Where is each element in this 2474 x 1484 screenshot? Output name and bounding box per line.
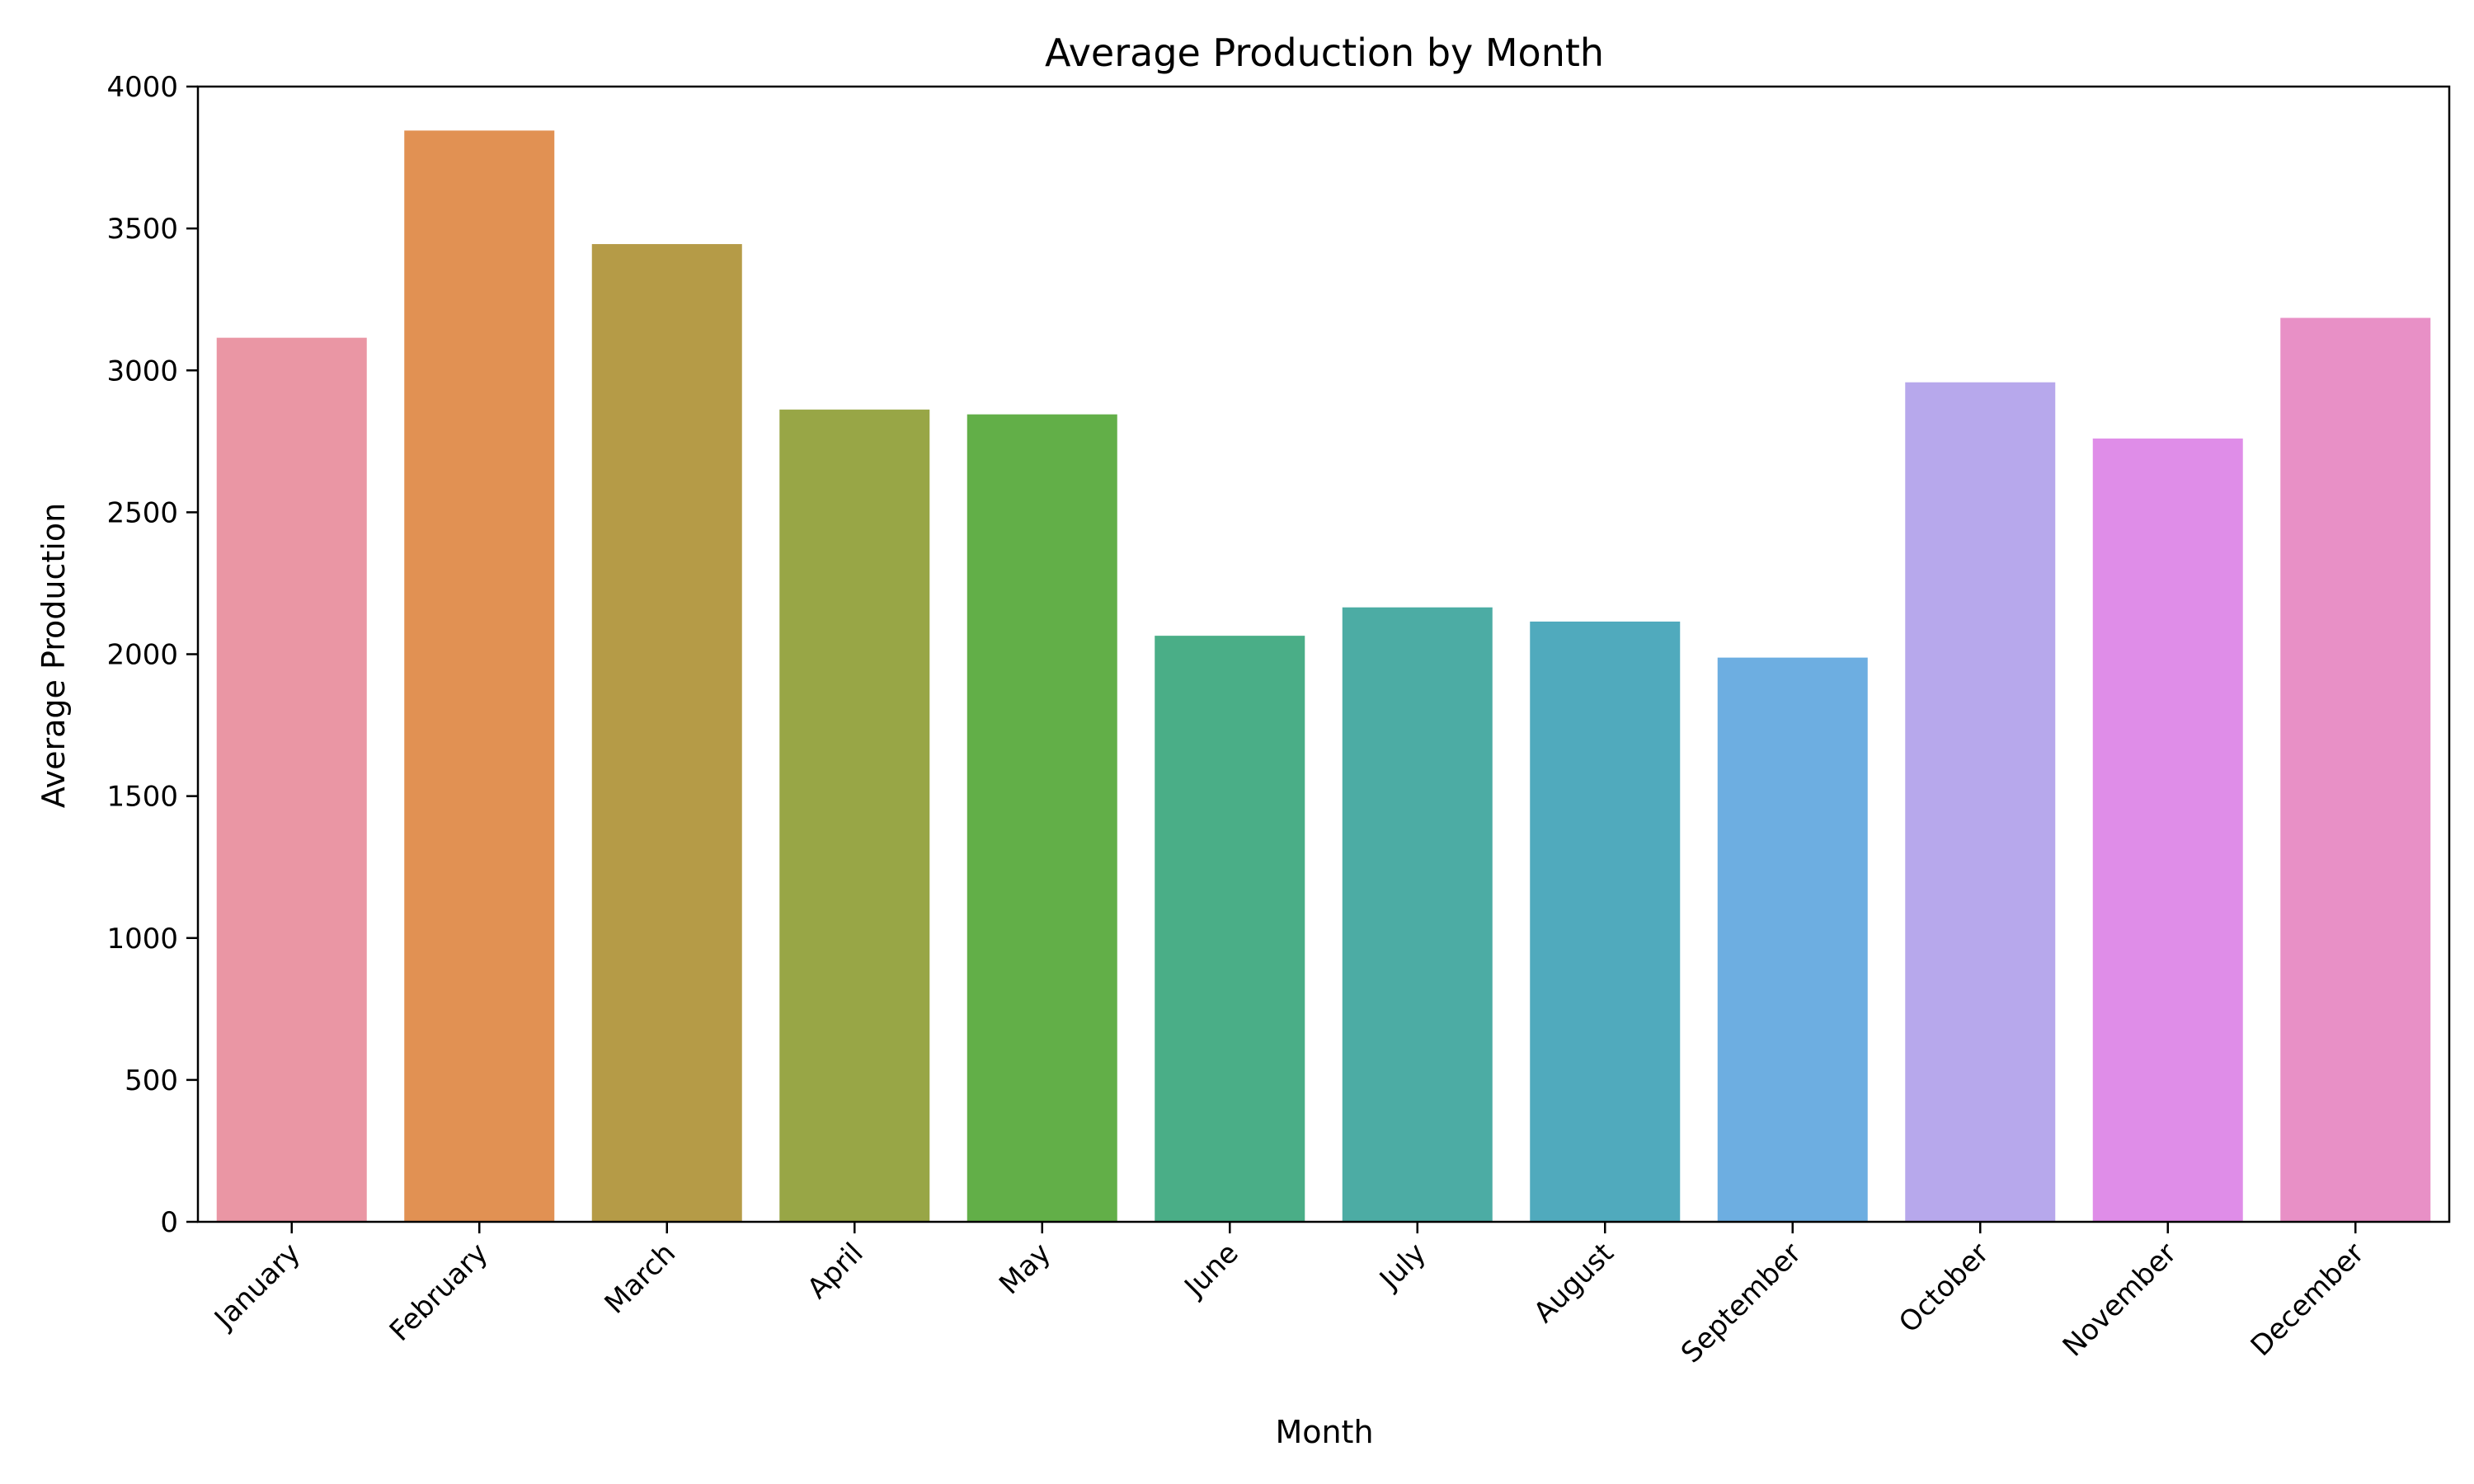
x-tick-label-january: January — [207, 1237, 307, 1336]
x-tick-label-december: December — [2245, 1237, 2371, 1363]
bar-june — [1155, 636, 1305, 1222]
bar-february — [404, 130, 555, 1222]
x-tick-label-february: February — [383, 1237, 495, 1348]
chart-title: Average Production by Month — [1045, 31, 1604, 75]
bar-december — [2280, 317, 2431, 1223]
x-tick-label-may: May — [993, 1237, 1057, 1301]
bar-october — [1905, 382, 2056, 1222]
x-tick-label-april: April — [801, 1237, 869, 1305]
bar-july — [1342, 607, 1493, 1222]
x-tick-label-june: June — [1178, 1237, 1245, 1304]
x-axis-ticks: January February March April May June July Augu… — [207, 1222, 2371, 1369]
y-tick-label: 0 — [160, 1206, 178, 1239]
x-tick-label-september: September — [1675, 1237, 1808, 1369]
y-axis-ticks: 0 500 1000 1500 2000 2500 3000 3500 4000 — [106, 71, 198, 1239]
x-tick-label-october: October — [1893, 1237, 1996, 1340]
y-tick-label: 2000 — [106, 639, 178, 672]
bar-may — [967, 414, 1117, 1222]
plot-frame — [196, 85, 2451, 1223]
bar-march — [591, 244, 742, 1223]
x-axis-title: Month — [1275, 1414, 1373, 1450]
x-tick-label-july: July — [1372, 1237, 1432, 1297]
y-tick-label: 4000 — [106, 71, 178, 104]
y-tick-label: 3000 — [106, 355, 178, 387]
bar-january — [216, 337, 367, 1222]
x-tick-label-august: August — [1527, 1237, 1620, 1329]
bar-august — [1530, 621, 1681, 1222]
y-tick-label: 1000 — [106, 923, 178, 956]
y-tick-label: 1500 — [106, 781, 178, 814]
x-tick-label-march: March — [599, 1237, 683, 1321]
y-axis-title: Average Production — [35, 503, 72, 808]
y-tick-label: 3500 — [106, 213, 178, 246]
y-tick-label: 2500 — [106, 496, 178, 529]
y-tick-label: 500 — [125, 1064, 178, 1097]
bars-group — [216, 130, 2431, 1223]
bar-september — [1717, 657, 1868, 1222]
bar-april — [779, 409, 930, 1223]
x-tick-label-november: November — [2057, 1237, 2183, 1363]
bar-november — [2092, 438, 2243, 1222]
